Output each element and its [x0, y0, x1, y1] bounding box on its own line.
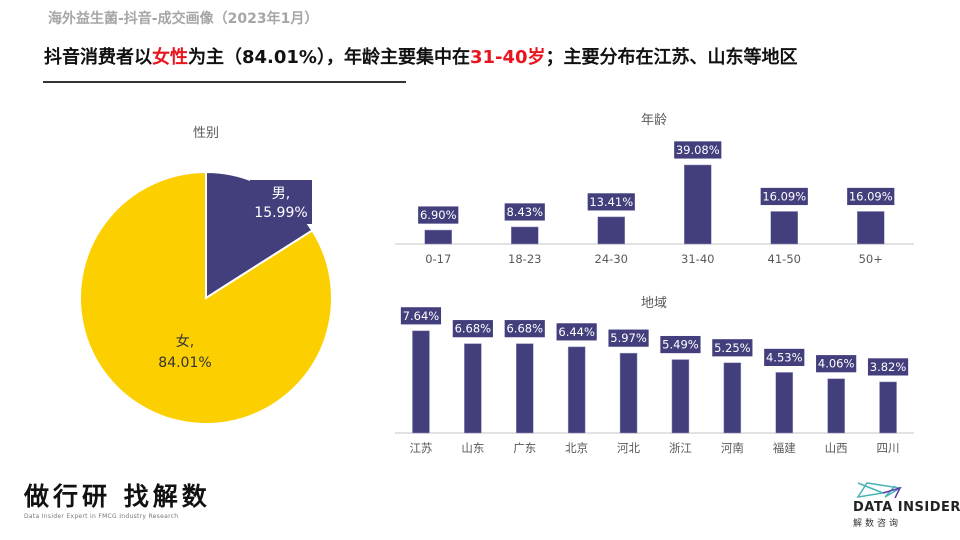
- brand-tagline: Data Insider Expert in FMCG Industry Res…: [24, 513, 179, 520]
- pie-label-female-name: 女,: [176, 333, 194, 350]
- age-data-label-box: [417, 205, 460, 225]
- headline-highlight-female: 女性: [152, 47, 188, 68]
- region-data-label: 6.44%: [558, 325, 595, 339]
- region-data-label: 6.68%: [506, 322, 543, 336]
- region-data-label-box: [451, 319, 494, 339]
- pie-label-box-male: [250, 180, 312, 224]
- age-bar-chart: 年龄 6.90% 0-17 8.43% 18-23 13.41% 24-30 39.08% 3…: [395, 113, 914, 266]
- age-data-label-box: [673, 140, 723, 160]
- region-data-label-box: [763, 348, 806, 367]
- age-category-label: 31-40: [681, 252, 714, 266]
- age-data-label: 6.90%: [420, 208, 457, 222]
- region-data-label-box: [711, 338, 754, 358]
- age-data-label: 39.08%: [676, 143, 720, 157]
- age-bar: [597, 216, 625, 245]
- data-insider-cn: 解数咨询: [853, 519, 902, 529]
- region-data-label: 6.68%: [455, 322, 492, 336]
- headline-part: ；主要分布在江苏、山东等地区: [545, 47, 798, 68]
- age-data-label: 13.41%: [589, 195, 633, 209]
- age-data-label: 16.09%: [762, 189, 806, 203]
- age-bar: [770, 211, 798, 245]
- region-category-label: 山东: [461, 441, 484, 455]
- pie-slice-female: [79, 170, 333, 425]
- headline-highlight-age: 31-40岁: [469, 47, 546, 68]
- age-category-label: 50+: [859, 252, 883, 266]
- region-data-label-box: [555, 322, 598, 342]
- age-bar: [684, 164, 712, 245]
- age-bar: [424, 229, 452, 245]
- age-data-label: 8.43%: [506, 205, 543, 219]
- region-bar: [879, 381, 897, 434]
- headline: 抖音消费者以女性为主（84.01%），年龄主要集中在31-40岁；主要分布在江苏…: [44, 43, 798, 69]
- region-category-label: 福建: [773, 441, 796, 455]
- brand-slogan: 做行研 找解数: [24, 482, 211, 511]
- headline-part: 为主（84.01%），年龄主要集中在: [188, 47, 470, 68]
- region-data-label-box: [400, 306, 442, 326]
- region-category-label: 江苏: [409, 441, 432, 455]
- age-bar: [511, 226, 539, 245]
- pie-label-male-name: 男,: [272, 186, 290, 202]
- region-bar: [567, 346, 586, 434]
- region-category-label: 河北: [617, 441, 640, 455]
- region-data-label: 5.49%: [662, 338, 699, 352]
- age-data-label-box: [759, 187, 809, 206]
- age-data-label-box: [846, 187, 896, 206]
- region-data-label-box: [867, 357, 909, 377]
- region-data-label: 5.97%: [610, 331, 647, 345]
- bowtie-logo-icon: [856, 482, 903, 499]
- region-bar: [723, 362, 742, 434]
- age-category-label: 24-30: [595, 252, 628, 266]
- region-category-label: 山西: [825, 441, 848, 455]
- region-bar: [827, 378, 845, 434]
- region-bar: [619, 352, 638, 434]
- age-chart-title: 年龄: [641, 113, 667, 128]
- region-bar: [775, 372, 793, 434]
- region-bar: [671, 359, 690, 434]
- region-data-label-box: [503, 319, 546, 339]
- region-data-label: 4.06%: [818, 357, 855, 371]
- gender-pie-chart: 性别 男, 15.99% 女, 84.01%: [79, 126, 333, 425]
- brand-logo-left: 做行研 找解数 Data Insider Expert in FMCG Indu…: [24, 482, 211, 521]
- region-data-label-box: [815, 354, 858, 374]
- region-data-label-box: [607, 328, 650, 348]
- age-bar: [857, 211, 885, 245]
- region-category-label: 四川: [877, 441, 900, 455]
- region-bar: [516, 343, 534, 434]
- age-data-label-box: [586, 192, 636, 212]
- region-data-label: 7.64%: [403, 309, 440, 323]
- data-insider-wordmark: DATA INSIDER: [853, 500, 960, 515]
- region-data-label-box: [659, 335, 702, 354]
- region-bar: [464, 343, 482, 434]
- region-category-label: 广东: [513, 441, 536, 455]
- pie-chart-title: 性别: [193, 126, 219, 141]
- headline-divider: [43, 81, 406, 83]
- age-category-label: 0-17: [425, 252, 451, 266]
- age-category-label: 18-23: [508, 252, 541, 266]
- region-data-label: 3.82%: [870, 360, 907, 374]
- region-data-label: 4.53%: [766, 350, 803, 364]
- headline-part: 抖音消费者以: [44, 47, 152, 68]
- region-bar-chart: 地域 7.64% 江苏 6.68% 山东 6.68% 广东 6.44% 北京 5.97% 河北 5.…: [395, 296, 914, 455]
- pie-label-male-value: 15.99%: [254, 205, 307, 221]
- region-category-label: 河南: [721, 441, 744, 455]
- region-category-label: 浙江: [669, 441, 692, 455]
- region-category-label: 北京: [565, 441, 588, 455]
- region-chart-title: 地域: [641, 296, 667, 311]
- pie-label-female-value: 84.01%: [158, 355, 211, 371]
- age-data-label-box: [503, 202, 546, 222]
- region-bar: [412, 330, 430, 434]
- age-category-label: 41-50: [768, 252, 801, 266]
- data-insider-logo: DATA INSIDER 解数咨询: [853, 480, 960, 532]
- age-data-label: 16.09%: [849, 189, 893, 203]
- report-subtitle: 海外益生菌-抖音-成交画像（2023年1月）: [48, 11, 319, 27]
- region-data-label: 5.25%: [714, 341, 751, 355]
